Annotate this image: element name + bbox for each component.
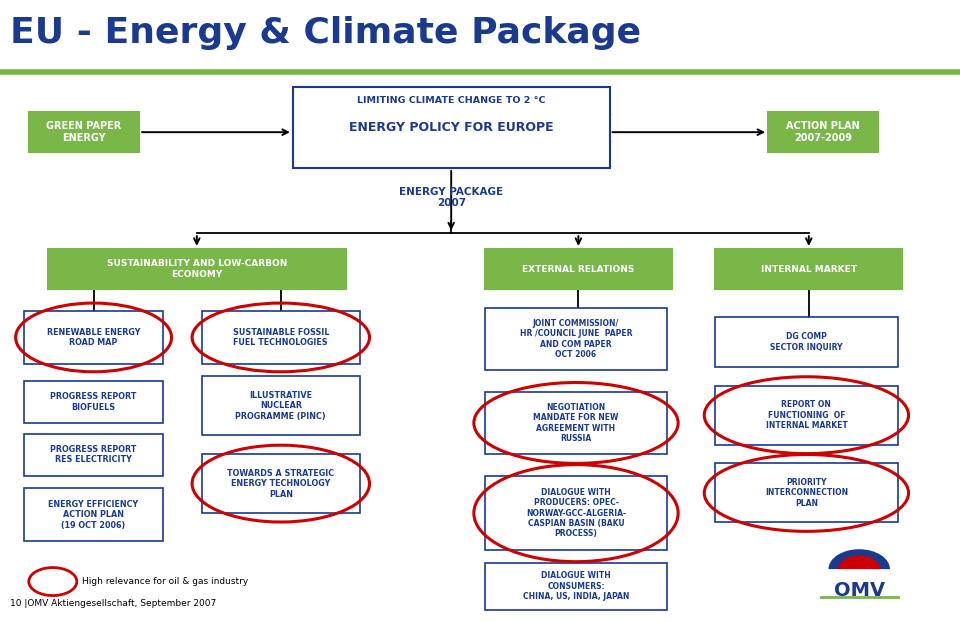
Text: ACTION PLAN
2007-2009: ACTION PLAN 2007-2009 [786, 121, 860, 143]
Text: DG COMP
SECTOR INQUIRY: DG COMP SECTOR INQUIRY [770, 332, 843, 352]
Text: EU - Energy & Climate Package: EU - Energy & Climate Package [10, 16, 640, 50]
FancyBboxPatch shape [715, 386, 898, 445]
Text: SUSTAINABILITY AND LOW-CARBON
ECONOMY: SUSTAINABILITY AND LOW-CARBON ECONOMY [107, 259, 287, 279]
Wedge shape [838, 555, 880, 569]
Text: REPORT ON
FUNCTIONING  OF
INTERNAL MARKET: REPORT ON FUNCTIONING OF INTERNAL MARKET [765, 401, 848, 430]
Text: ENERGY PACKAGE
2007: ENERGY PACKAGE 2007 [399, 187, 503, 208]
FancyBboxPatch shape [202, 454, 360, 513]
FancyBboxPatch shape [715, 249, 902, 289]
Text: DIALOGUE WITH
PRODUCERS: OPEC-
NORWAY-GCC-ALGERIA-
CASPIAN BASIN (BAKU
PROCESS): DIALOGUE WITH PRODUCERS: OPEC- NORWAY-GC… [526, 488, 626, 539]
FancyBboxPatch shape [485, 308, 667, 370]
FancyBboxPatch shape [485, 476, 667, 550]
FancyBboxPatch shape [24, 311, 163, 364]
Text: EXTERNAL RELATIONS: EXTERNAL RELATIONS [522, 264, 635, 274]
Text: NEGOTIATION
MANDATE FOR NEW
AGREEMENT WITH
RUSSIA: NEGOTIATION MANDATE FOR NEW AGREEMENT WI… [534, 403, 618, 443]
FancyBboxPatch shape [202, 311, 360, 364]
Text: ENERGY POLICY FOR EUROPE: ENERGY POLICY FOR EUROPE [348, 121, 554, 134]
FancyBboxPatch shape [715, 463, 898, 522]
Text: OMV: OMV [833, 582, 885, 600]
FancyBboxPatch shape [485, 563, 667, 610]
Text: JOINT COMMISSION/
HR /COUNCIL JUNE  PAPER
AND COM PAPER
OCT 2006: JOINT COMMISSION/ HR /COUNCIL JUNE PAPER… [519, 319, 633, 359]
Text: ILLUSTRATIVE
NUCLEAR
PROGRAMME (PINC): ILLUSTRATIVE NUCLEAR PROGRAMME (PINC) [235, 391, 326, 420]
Text: LIMITING CLIMATE CHANGE TO 2 °C: LIMITING CLIMATE CHANGE TO 2 °C [357, 96, 545, 105]
Text: RENEWABLE ENERGY
ROAD MAP: RENEWABLE ENERGY ROAD MAP [47, 328, 140, 347]
FancyBboxPatch shape [24, 488, 163, 541]
FancyBboxPatch shape [485, 392, 667, 454]
FancyBboxPatch shape [29, 112, 139, 152]
Text: PROGRESS REPORT
BIOFUELS: PROGRESS REPORT BIOFUELS [51, 392, 136, 412]
Text: PROGRESS REPORT
RES ELECTRICITY: PROGRESS REPORT RES ELECTRICITY [51, 445, 136, 465]
FancyBboxPatch shape [768, 112, 878, 152]
Text: GREEN PAPER
ENERGY: GREEN PAPER ENERGY [46, 121, 122, 143]
Text: PRIORITY
INTERCONNECTION
PLAN: PRIORITY INTERCONNECTION PLAN [765, 478, 848, 508]
Text: High relevance for oil & gas industry: High relevance for oil & gas industry [82, 577, 248, 586]
Text: 10 |OMV Aktiengesellschaft, September 2007: 10 |OMV Aktiengesellschaft, September 20… [10, 599, 216, 608]
Text: TOWARDS A STRATEGIC
ENERGY TECHNOLOGY
PLAN: TOWARDS A STRATEGIC ENERGY TECHNOLOGY PL… [228, 469, 334, 498]
Text: DIALOGUE WITH
CONSUMERS:
CHINA, US, INDIA, JAPAN: DIALOGUE WITH CONSUMERS: CHINA, US, INDI… [523, 572, 629, 601]
FancyBboxPatch shape [202, 376, 360, 435]
FancyBboxPatch shape [48, 249, 346, 289]
Text: ENERGY EFFICIENCY
ACTION PLAN
(19 OCT 2006): ENERGY EFFICIENCY ACTION PLAN (19 OCT 20… [48, 500, 139, 529]
FancyBboxPatch shape [24, 434, 163, 476]
FancyBboxPatch shape [715, 317, 898, 367]
FancyBboxPatch shape [485, 249, 672, 289]
Wedge shape [828, 549, 890, 569]
Text: INTERNAL MARKET: INTERNAL MARKET [761, 264, 857, 274]
FancyBboxPatch shape [24, 381, 163, 423]
Text: SUSTAINABLE FOSSIL
FUEL TECHNOLOGIES: SUSTAINABLE FOSSIL FUEL TECHNOLOGIES [232, 328, 329, 347]
FancyBboxPatch shape [293, 87, 610, 168]
